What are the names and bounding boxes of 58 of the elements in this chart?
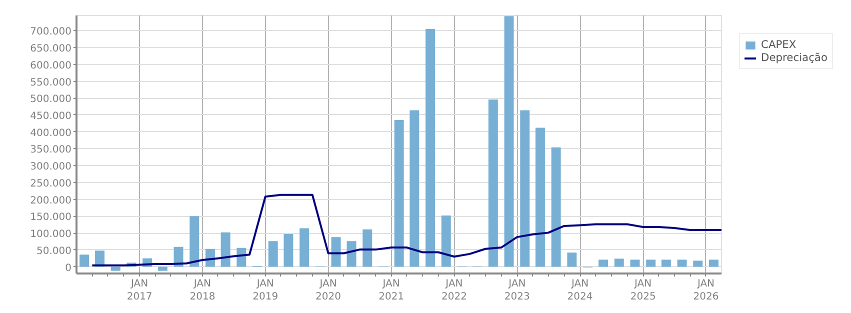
bar — [520, 110, 530, 267]
x-tick-label: JAN 2025 — [630, 278, 656, 303]
bar — [80, 254, 89, 267]
bar — [551, 147, 561, 267]
y-tick-label: 350.000 — [30, 144, 72, 156]
bar — [268, 241, 278, 267]
x-tick-label: JAN 2021 — [378, 278, 404, 303]
bar — [535, 128, 545, 267]
x-tick-label: JAN 2018 — [190, 278, 216, 303]
x-tick-label: JAN 2017 — [126, 278, 152, 303]
bar — [190, 216, 200, 267]
bar — [158, 266, 168, 271]
bar — [441, 215, 451, 267]
y-tick-label: 250.000 — [30, 178, 72, 190]
bar — [300, 228, 310, 267]
bar — [174, 246, 184, 267]
y-tick-label: 100.000 — [30, 229, 72, 240]
y-tick-label: 700.000 — [30, 26, 72, 38]
y-tick-label: 550.000 — [30, 77, 72, 88]
y-tick-label: 650.000 — [30, 44, 72, 55]
x-tick-label: JAN 2024 — [567, 278, 593, 303]
bar — [394, 120, 404, 267]
line-series — [91, 194, 722, 266]
bar — [346, 241, 356, 267]
bar — [630, 260, 640, 267]
legend-label: Depreciação — [761, 51, 828, 64]
bar — [693, 260, 703, 267]
y-tick-label: 400.000 — [30, 128, 72, 139]
bar — [661, 260, 671, 267]
y-tick-label: 450.000 — [30, 110, 72, 122]
bar — [567, 252, 577, 267]
bar — [426, 28, 436, 267]
bar — [598, 260, 608, 267]
y-tick-label: 200.000 — [30, 195, 72, 206]
bar — [110, 266, 120, 271]
x-tick-label: JAN 2026 — [693, 278, 719, 303]
bar — [504, 16, 514, 267]
bar — [362, 229, 372, 267]
bar — [331, 237, 341, 267]
legend-label: CAPEX — [761, 38, 796, 51]
bar — [488, 99, 498, 267]
y-tick-label: 150.000 — [30, 212, 72, 224]
bar — [709, 260, 718, 267]
y-tick-label: 50.000 — [36, 246, 72, 257]
bar — [220, 232, 230, 267]
y-tick-label: 600.000 — [30, 60, 72, 72]
y-tick-label: 0 — [65, 262, 72, 274]
y-tick-label: 300.000 — [30, 162, 72, 173]
bar — [646, 260, 656, 267]
bar — [284, 234, 294, 267]
x-tick-label: JAN 2022 — [442, 278, 467, 303]
x-tick-label: JAN 2023 — [504, 278, 530, 303]
bar — [614, 258, 624, 267]
x-tick-label: JAN 2019 — [252, 278, 278, 303]
x-tick-label: JAN 2020 — [316, 278, 341, 303]
bar — [410, 110, 420, 267]
y-tick-label: 500.000 — [30, 94, 72, 106]
bar — [677, 260, 687, 267]
